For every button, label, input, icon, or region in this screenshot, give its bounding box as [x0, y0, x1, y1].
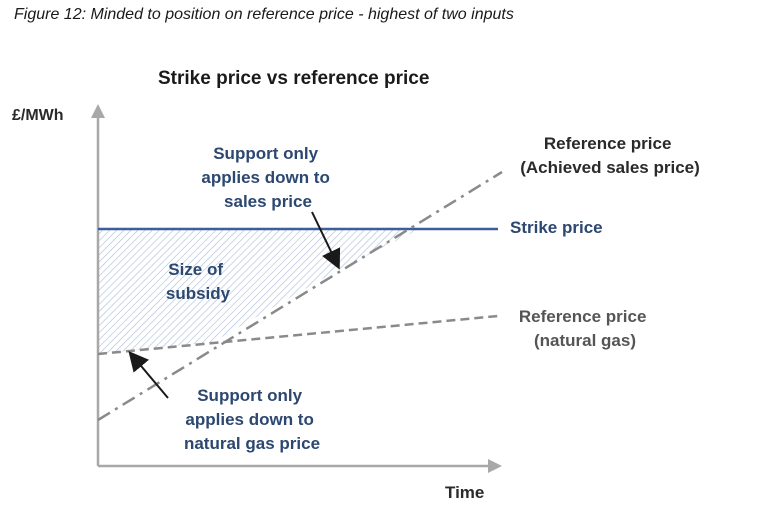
gas-price-pointer-arrow	[128, 350, 169, 399]
support-gas-annotation: Support only applies down to natural gas…	[184, 386, 320, 453]
x-axis-label: Time	[445, 483, 484, 502]
reference-gas-label: Reference price (natural gas)	[519, 307, 651, 350]
sales-price-pointer-arrow	[311, 211, 341, 270]
strike-price-label: Strike price	[510, 218, 603, 237]
diagram-title: Strike price vs reference price	[158, 68, 429, 89]
subsidy-annotation: Size of subsidy	[166, 260, 231, 303]
support-sales-annotation: Support only applies down to sales price	[201, 144, 334, 211]
subsidy-area	[98, 229, 420, 354]
reference-achieved-label: Reference price (Achieved sales price)	[520, 134, 700, 177]
y-axis-label: £/MWh	[12, 107, 64, 124]
reference-gas-line	[97, 314, 499, 356]
x-axis-arrow-icon	[488, 459, 502, 473]
y-axis-arrow-icon	[91, 104, 105, 118]
figure-caption: Figure 12: Minded to position on referen…	[14, 6, 514, 23]
reference-achieved-line	[97, 170, 503, 422]
